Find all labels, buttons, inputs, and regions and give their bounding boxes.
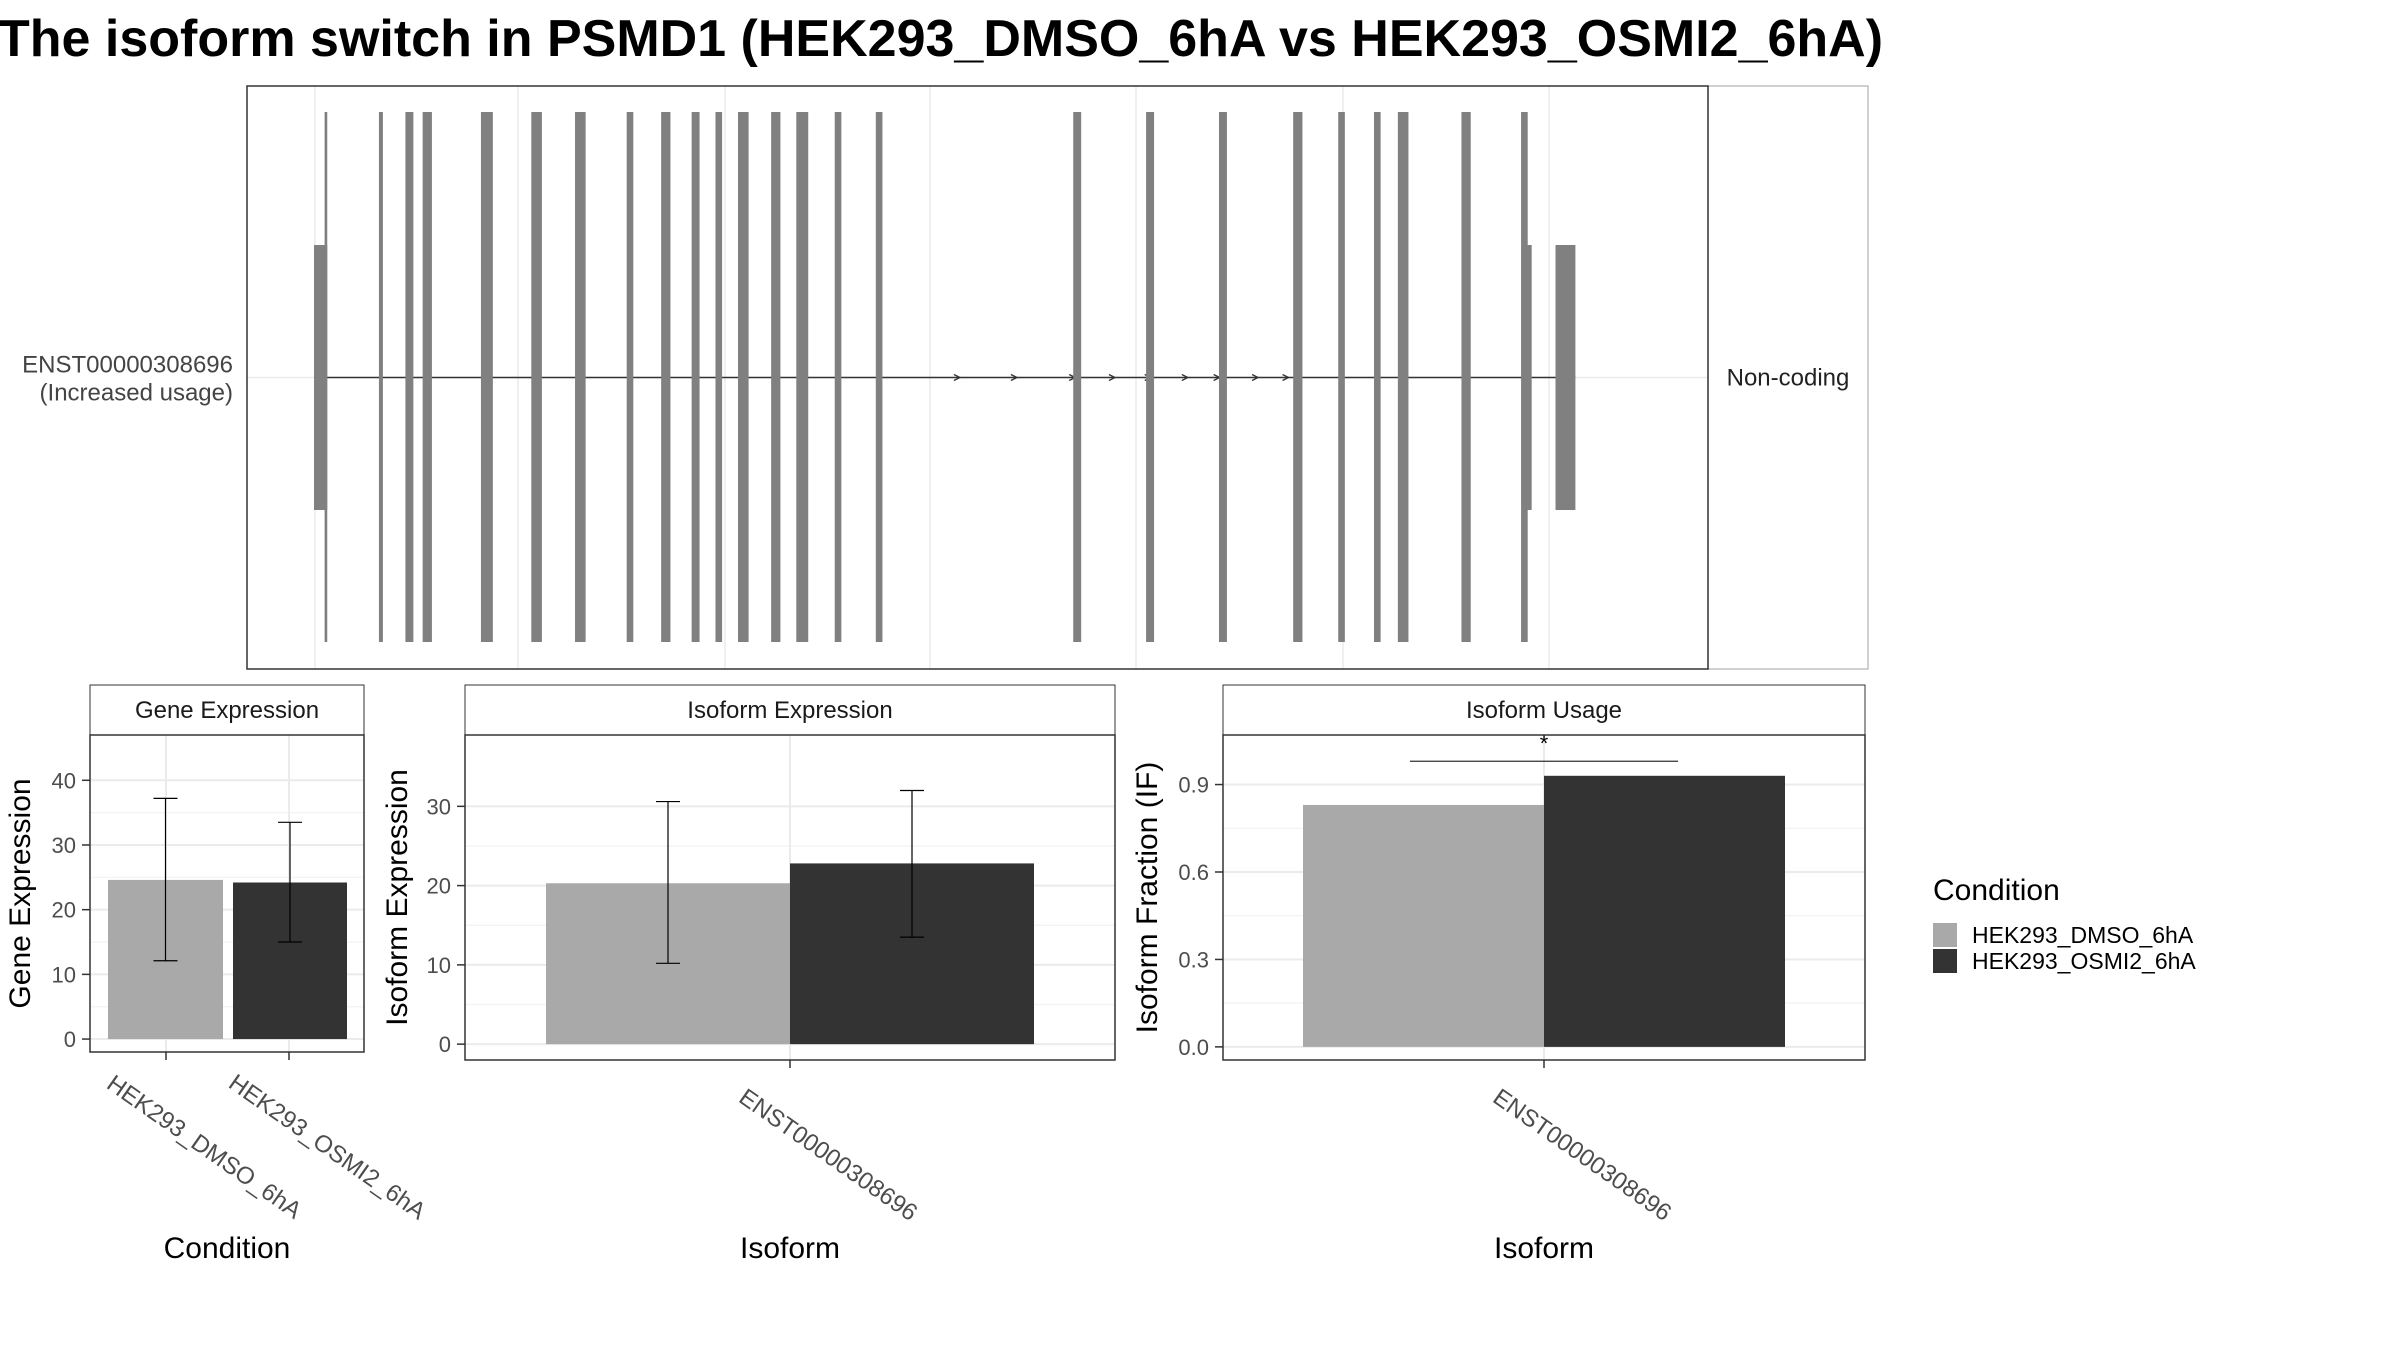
panel-strip: [89, 684, 365, 736]
coding-exon: [1461, 112, 1471, 642]
x-tick-label: ENST00000308696: [1488, 1084, 1676, 1227]
coding-exon: [1293, 112, 1303, 642]
y-axis-title: Isoform Expression: [381, 769, 414, 1026]
utr-exon: [314, 245, 328, 510]
legend-title: Condition: [1933, 874, 2060, 907]
y-tick-label: 0.0: [1178, 1035, 1209, 1060]
y-tick-label: 20: [427, 874, 451, 899]
coding-exon: [575, 112, 586, 642]
strand-arrow: [1010, 373, 1019, 382]
panel-strip: [1222, 684, 1866, 736]
coding-exon: [796, 112, 809, 642]
legend-swatch: [1933, 949, 1957, 973]
coding-exon: [480, 112, 493, 642]
coding-exon: [405, 112, 414, 642]
coding-exon: [691, 112, 700, 642]
legend-label: HEK293_OSMI2_6hA: [1972, 948, 2196, 974]
coding-exon: [1073, 112, 1082, 642]
coding-exon: [661, 112, 671, 642]
panel-strip-label: Gene Expression: [135, 697, 319, 724]
strand-arrow: [1108, 373, 1117, 382]
bar: [1303, 804, 1544, 1047]
coding-exon: [834, 112, 842, 642]
gene-expression-panel: Gene Expression 0 10 20 30 40 HEK293_DMSO_6hAH…: [4, 684, 431, 1265]
coding-exon: [1397, 112, 1409, 642]
coding-exon: [1374, 112, 1381, 642]
coding-exon: [531, 112, 542, 642]
coding-status-label: Non-coding: [1727, 365, 1850, 392]
coding-exon: [1218, 112, 1227, 642]
isoform-usage-panel: Isoform Usage * 0.0 0.3 0.6 0.9 ENST0000030869…: [1131, 684, 1866, 1265]
x-axis-title: Isoform: [740, 1232, 840, 1265]
transcript-label: (Increased usage): [40, 380, 233, 407]
y-tick-label: 30: [52, 833, 76, 858]
coding-exon: [715, 112, 723, 642]
coding-exon: [1146, 112, 1155, 642]
panel-strip-label: Isoform Expression: [687, 697, 892, 724]
strand-arrow: [1251, 373, 1260, 382]
side-strip: [1707, 85, 1869, 670]
coding-exon: [875, 112, 883, 642]
coding-exon: [422, 112, 432, 642]
legend-swatch: [1933, 923, 1957, 947]
x-tick-label: HEK293_DMSO_6hA: [102, 1070, 307, 1224]
figure-title: The isoform switch in PSMD1 (HEK293_DMSO…: [0, 10, 1883, 68]
y-tick-label: 0.3: [1178, 947, 1209, 972]
y-tick-label: 0: [64, 1027, 76, 1052]
strand-arrow: [1181, 373, 1190, 382]
x-axis-title: Isoform: [1494, 1232, 1594, 1265]
utr-exon: [1555, 245, 1576, 510]
panel-strip-label: Isoform Usage: [1466, 697, 1622, 724]
y-axis-title: Gene Expression: [4, 778, 37, 1008]
bar: [1544, 775, 1785, 1047]
structure-panel-border: [246, 85, 1709, 670]
legend-label: HEK293_DMSO_6hA: [1972, 922, 2194, 948]
y-tick-label: 10: [427, 953, 451, 978]
y-tick-label: 40: [52, 768, 76, 793]
coding-exon: [626, 112, 634, 642]
transcript-label: ENST00000308696: [22, 352, 233, 379]
y-tick-label: 0.9: [1178, 773, 1209, 798]
y-axis-title: Isoform Fraction (IF): [1131, 762, 1164, 1034]
coding-exon: [1521, 112, 1528, 642]
x-tick-label: ENST00000308696: [734, 1084, 922, 1227]
y-tick-label: 0: [439, 1032, 451, 1057]
y-tick-label: 20: [52, 898, 76, 923]
panel-strip: [464, 684, 1116, 736]
coding-exon: [378, 112, 383, 642]
strand-arrow: [953, 373, 962, 382]
x-axis-title: Condition: [164, 1232, 291, 1265]
gene-structure-panel: ENST00000308696(Increased usage) Non-codi…: [22, 85, 1869, 670]
coding-exon: [1338, 112, 1345, 642]
coding-exon: [324, 112, 328, 642]
x-tick-label: HEK293_OSMI2_6hA: [224, 1069, 431, 1225]
panel-border: [89, 734, 365, 1053]
isoform-expression-panel: Isoform Expression 0 10 20 30 ENST00000308696…: [381, 684, 1116, 1265]
strand-arrow: [1282, 373, 1291, 382]
y-tick-label: 10: [52, 962, 76, 987]
significance-star: *: [1540, 731, 1549, 756]
coding-exon: [771, 112, 781, 642]
y-tick-label: 0.6: [1178, 860, 1209, 885]
y-tick-label: 30: [427, 794, 451, 819]
coding-exon: [738, 112, 749, 642]
